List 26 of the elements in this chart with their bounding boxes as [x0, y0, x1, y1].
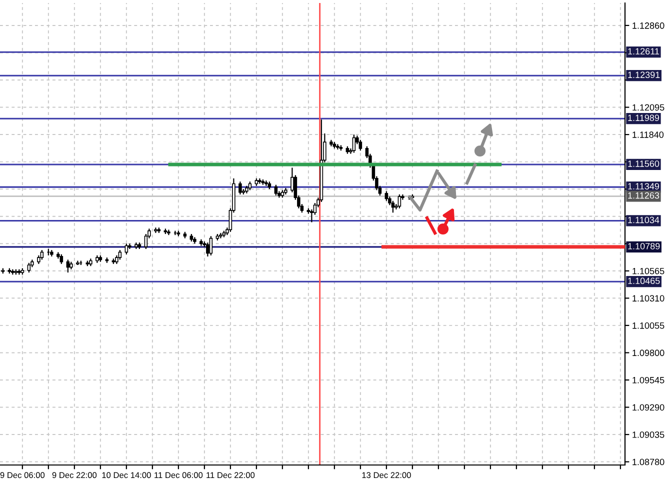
y-tick-label: 1.09035 [632, 431, 664, 438]
ref-line-label: 1.10789 [628, 242, 660, 250]
ref-line-label: 1.11989 [628, 114, 660, 122]
x-tick-label: 10 Dec 14:00 [102, 472, 151, 478]
y-tick-label: 1.10565 [632, 268, 664, 274]
y-tick-label: 1.10055 [632, 322, 664, 329]
ref-line-label: 1.11560 [628, 160, 660, 167]
y-tick-label: 1.11840 [632, 132, 664, 138]
y-tick-label: 1.08780 [632, 458, 664, 466]
ref-line-label: 1.10465 [628, 278, 660, 284]
ref-line-label: 1.12611 [628, 48, 660, 55]
x-tick-label: 9 Dec 22:00 [52, 472, 97, 478]
x-tick-label: 9 Dec 06:00 [0, 472, 45, 478]
x-tick-label: 11 Dec 06:00 [154, 472, 203, 478]
y-tick-label: 1.10310 [632, 295, 664, 302]
x-tick-label: 13 Dec 22:00 [362, 472, 411, 478]
y-tick-label: 1.12860 [632, 22, 664, 29]
ref-line-label: 1.11263 [628, 192, 660, 199]
x-tick-label: 11 Dec 22:00 [206, 472, 255, 478]
ref-line-label: 1.11349 [628, 183, 660, 190]
y-tick-label: 1.09290 [632, 404, 664, 411]
ref-line-label: 1.11034 [628, 216, 660, 224]
y-tick-label: 1.09545 [632, 376, 664, 384]
y-tick-label: 1.09800 [632, 350, 664, 356]
ref-line-label: 1.12391 [628, 72, 660, 78]
y-tick-label: 1.12095 [632, 104, 664, 111]
